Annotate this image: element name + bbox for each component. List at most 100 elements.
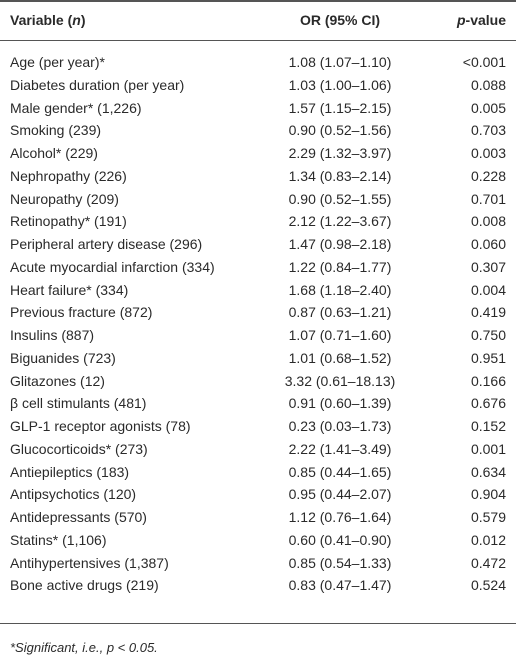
or-cell: 0.90 (0.52–1.55) xyxy=(288,190,392,207)
p-value-cell: 0.152 xyxy=(470,418,506,434)
header-text: ) xyxy=(80,12,86,28)
header-text: OR (95% CI) xyxy=(299,12,381,28)
table-row: Heart failure* (334) 1.68 (1.18–2.40) 0.00… xyxy=(0,279,516,302)
p-value-cell: 0.701 xyxy=(470,190,506,207)
table-row: Glucocorticoids* (273) 2.22 (1.41–3.49) 0.… xyxy=(0,438,516,461)
or-cell: 1.47 (0.98–2.18) xyxy=(288,236,392,252)
p-value-cell: 0.419 xyxy=(470,304,506,321)
table-row: Antidepressants (570) 1.12 (0.76–1.64) 0.5… xyxy=(0,506,516,529)
header-row: Variable (n) OR (95% CI) p-value xyxy=(0,8,516,32)
table-row: Retinopathy* (191) 2.12 (1.22–3.67) 0.008 xyxy=(0,210,516,233)
table-row: GLP-1 receptor agonists (78) 0.23 (0.03–1… xyxy=(0,415,516,438)
or-cell: 0.83 (0.47–1.47) xyxy=(288,577,392,594)
p-value-cell: 0.307 xyxy=(470,258,506,275)
table-row: Biguanides (723) 1.01 (0.68–1.52) 0.951 xyxy=(0,347,516,370)
or-cell: 1.07 (0.71–1.60) xyxy=(288,327,392,343)
header-italic: n xyxy=(72,12,81,28)
or-cell: 1.03 (1.00–1.06) xyxy=(288,76,392,93)
or-cell: 0.85 (0.54–1.33) xyxy=(288,554,392,571)
top-rule xyxy=(0,0,516,2)
table-row: Neuropathy (209) 0.90 (0.52–1.55) 0.701 xyxy=(0,188,516,211)
header-italic: p xyxy=(456,12,466,28)
or-cell: 0.87 (0.63–1.21) xyxy=(288,304,392,321)
or-cell: 0.85 (0.44–1.65) xyxy=(288,463,392,480)
or-cell: 1.22 (0.84–1.77) xyxy=(288,258,392,275)
variable-cell: Peripheral artery disease (296) xyxy=(10,236,203,252)
p-value-cell: 0.951 xyxy=(470,349,506,366)
p-value-cell: 0.003 xyxy=(470,145,506,161)
variable-cell: Antiepileptics (183) xyxy=(10,463,130,480)
variable-cell: Previous fracture (872) xyxy=(10,304,153,321)
p-value-cell: 0.228 xyxy=(470,167,506,184)
table-row: Male gender* (1,226) 1.57 (1.15–2.15) 0.00… xyxy=(0,97,516,120)
variable-cell: Alcohol* (229) xyxy=(10,145,98,161)
table-row: Acute myocardial infarction (334) 1.22 (0… xyxy=(0,256,516,279)
table-row: Smoking (239) 0.90 (0.52–1.56) 0.703 xyxy=(0,119,516,142)
variable-cell: Statins* (1,106) xyxy=(10,531,107,548)
table-row: Age (per year)* 1.08 (1.07–1.10) <0.001 xyxy=(0,51,516,74)
p-value-cell: 0.008 xyxy=(470,213,506,230)
table-row: β cell stimulants (481) 0.91 (0.60–1.39) 0… xyxy=(0,392,516,415)
p-value-cell: 0.060 xyxy=(470,236,506,252)
p-value-cell: 0.634 xyxy=(470,463,506,480)
table-row: Nephropathy (226) 1.34 (0.83–2.14) 0.228 xyxy=(0,165,516,188)
bottom-rule xyxy=(0,623,516,624)
p-value-cell: 0.005 xyxy=(470,99,506,116)
p-value-cell: 0.676 xyxy=(470,395,506,412)
table-row: Previous fracture (872) 0.87 (0.63–1.21) 0… xyxy=(0,301,516,324)
table-row: Statins* (1,106) 0.60 (0.41–0.90) 0.012 xyxy=(0,529,516,552)
table-row: Antipsychotics (120) 0.95 (0.44–2.07) 0.90… xyxy=(0,483,516,506)
p-value-cell: <0.001 xyxy=(462,54,506,70)
table-row: Antihypertensives (1,387) 0.85 (0.54–1.33… xyxy=(0,552,516,575)
or-cell: 3.32 (0.61–18.13) xyxy=(284,372,396,389)
header-text: -value xyxy=(465,12,506,28)
variable-cell: β cell stimulants (481) xyxy=(10,395,147,412)
p-value-cell: 0.703 xyxy=(470,122,506,139)
or-cell: 1.08 (1.07–1.10) xyxy=(288,54,392,70)
or-cell: 0.95 (0.44–2.07) xyxy=(288,486,392,503)
or-cell: 1.34 (0.83–2.14) xyxy=(288,167,392,184)
variable-cell: Insulins (887) xyxy=(10,327,95,343)
or-cell: 0.90 (0.52–1.56) xyxy=(288,122,392,139)
variable-cell: Bone active drugs (219) xyxy=(10,577,159,594)
variable-cell: GLP-1 receptor agonists (78) xyxy=(10,418,191,434)
header-cell: Variable (n) xyxy=(10,8,86,32)
variable-cell: Glucocorticoids* (273) xyxy=(10,440,148,457)
p-value-cell: 0.166 xyxy=(470,372,506,389)
header-rule xyxy=(0,40,516,41)
table-row: Insulins (887) 1.07 (0.71–1.60) 0.750 xyxy=(0,324,516,347)
variable-cell: Neuropathy (209) xyxy=(10,190,119,207)
variable-cell: Antihypertensives (1,387) xyxy=(10,554,169,571)
variable-cell: Nephropathy (226) xyxy=(10,167,127,184)
table-row: Glitazones (12) 3.32 (0.61–18.13) 0.166 xyxy=(0,370,516,393)
p-value-cell: 0.524 xyxy=(470,577,506,594)
variable-cell: Retinopathy* (191) xyxy=(10,213,127,230)
footnote: *Significant, i.e., p < 0.05. xyxy=(10,640,158,655)
or-cell: 1.01 (0.68–1.52) xyxy=(288,349,392,366)
table-row: Alcohol* (229) 2.29 (1.32–3.97) 0.003 xyxy=(0,142,516,165)
or-cell: 0.60 (0.41–0.90) xyxy=(288,531,392,548)
p-value-cell: 0.088 xyxy=(470,76,506,93)
or-cell: 2.22 (1.41–3.49) xyxy=(288,440,392,457)
variable-cell: Smoking (239) xyxy=(10,122,102,139)
p-value-cell: 0.004 xyxy=(470,281,506,298)
or-cell: 2.29 (1.32–3.97) xyxy=(288,145,392,161)
table-row: Bone active drugs (219) 0.83 (0.47–1.47) 0… xyxy=(0,574,516,597)
variable-cell: Male gender* (1,226) xyxy=(10,99,142,116)
variable-cell: Age (per year)* xyxy=(10,54,105,70)
p-value-cell: 0.012 xyxy=(470,531,506,548)
variable-cell: Heart failure* (334) xyxy=(10,281,129,298)
or-cell: 1.68 (1.18–2.40) xyxy=(288,281,392,298)
p-value-cell: 0.579 xyxy=(470,509,506,525)
table-row: Peripheral artery disease (296) 1.47 (0.9… xyxy=(0,233,516,256)
header-text: Variable ( xyxy=(10,12,73,28)
table-row: Antiepileptics (183) 0.85 (0.44–1.65) 0.63… xyxy=(0,461,516,484)
variable-cell: Antidepressants (570) xyxy=(10,509,147,525)
p-value-cell: 0.904 xyxy=(470,486,506,503)
variable-cell: Antipsychotics (120) xyxy=(10,486,137,503)
variable-cell: Biguanides (723) xyxy=(10,349,116,366)
p-value-cell: 0.472 xyxy=(470,554,506,571)
table-row: Diabetes duration (per year) 1.03 (1.00–1… xyxy=(0,74,516,97)
or-cell: 0.23 (0.03–1.73) xyxy=(288,418,392,434)
